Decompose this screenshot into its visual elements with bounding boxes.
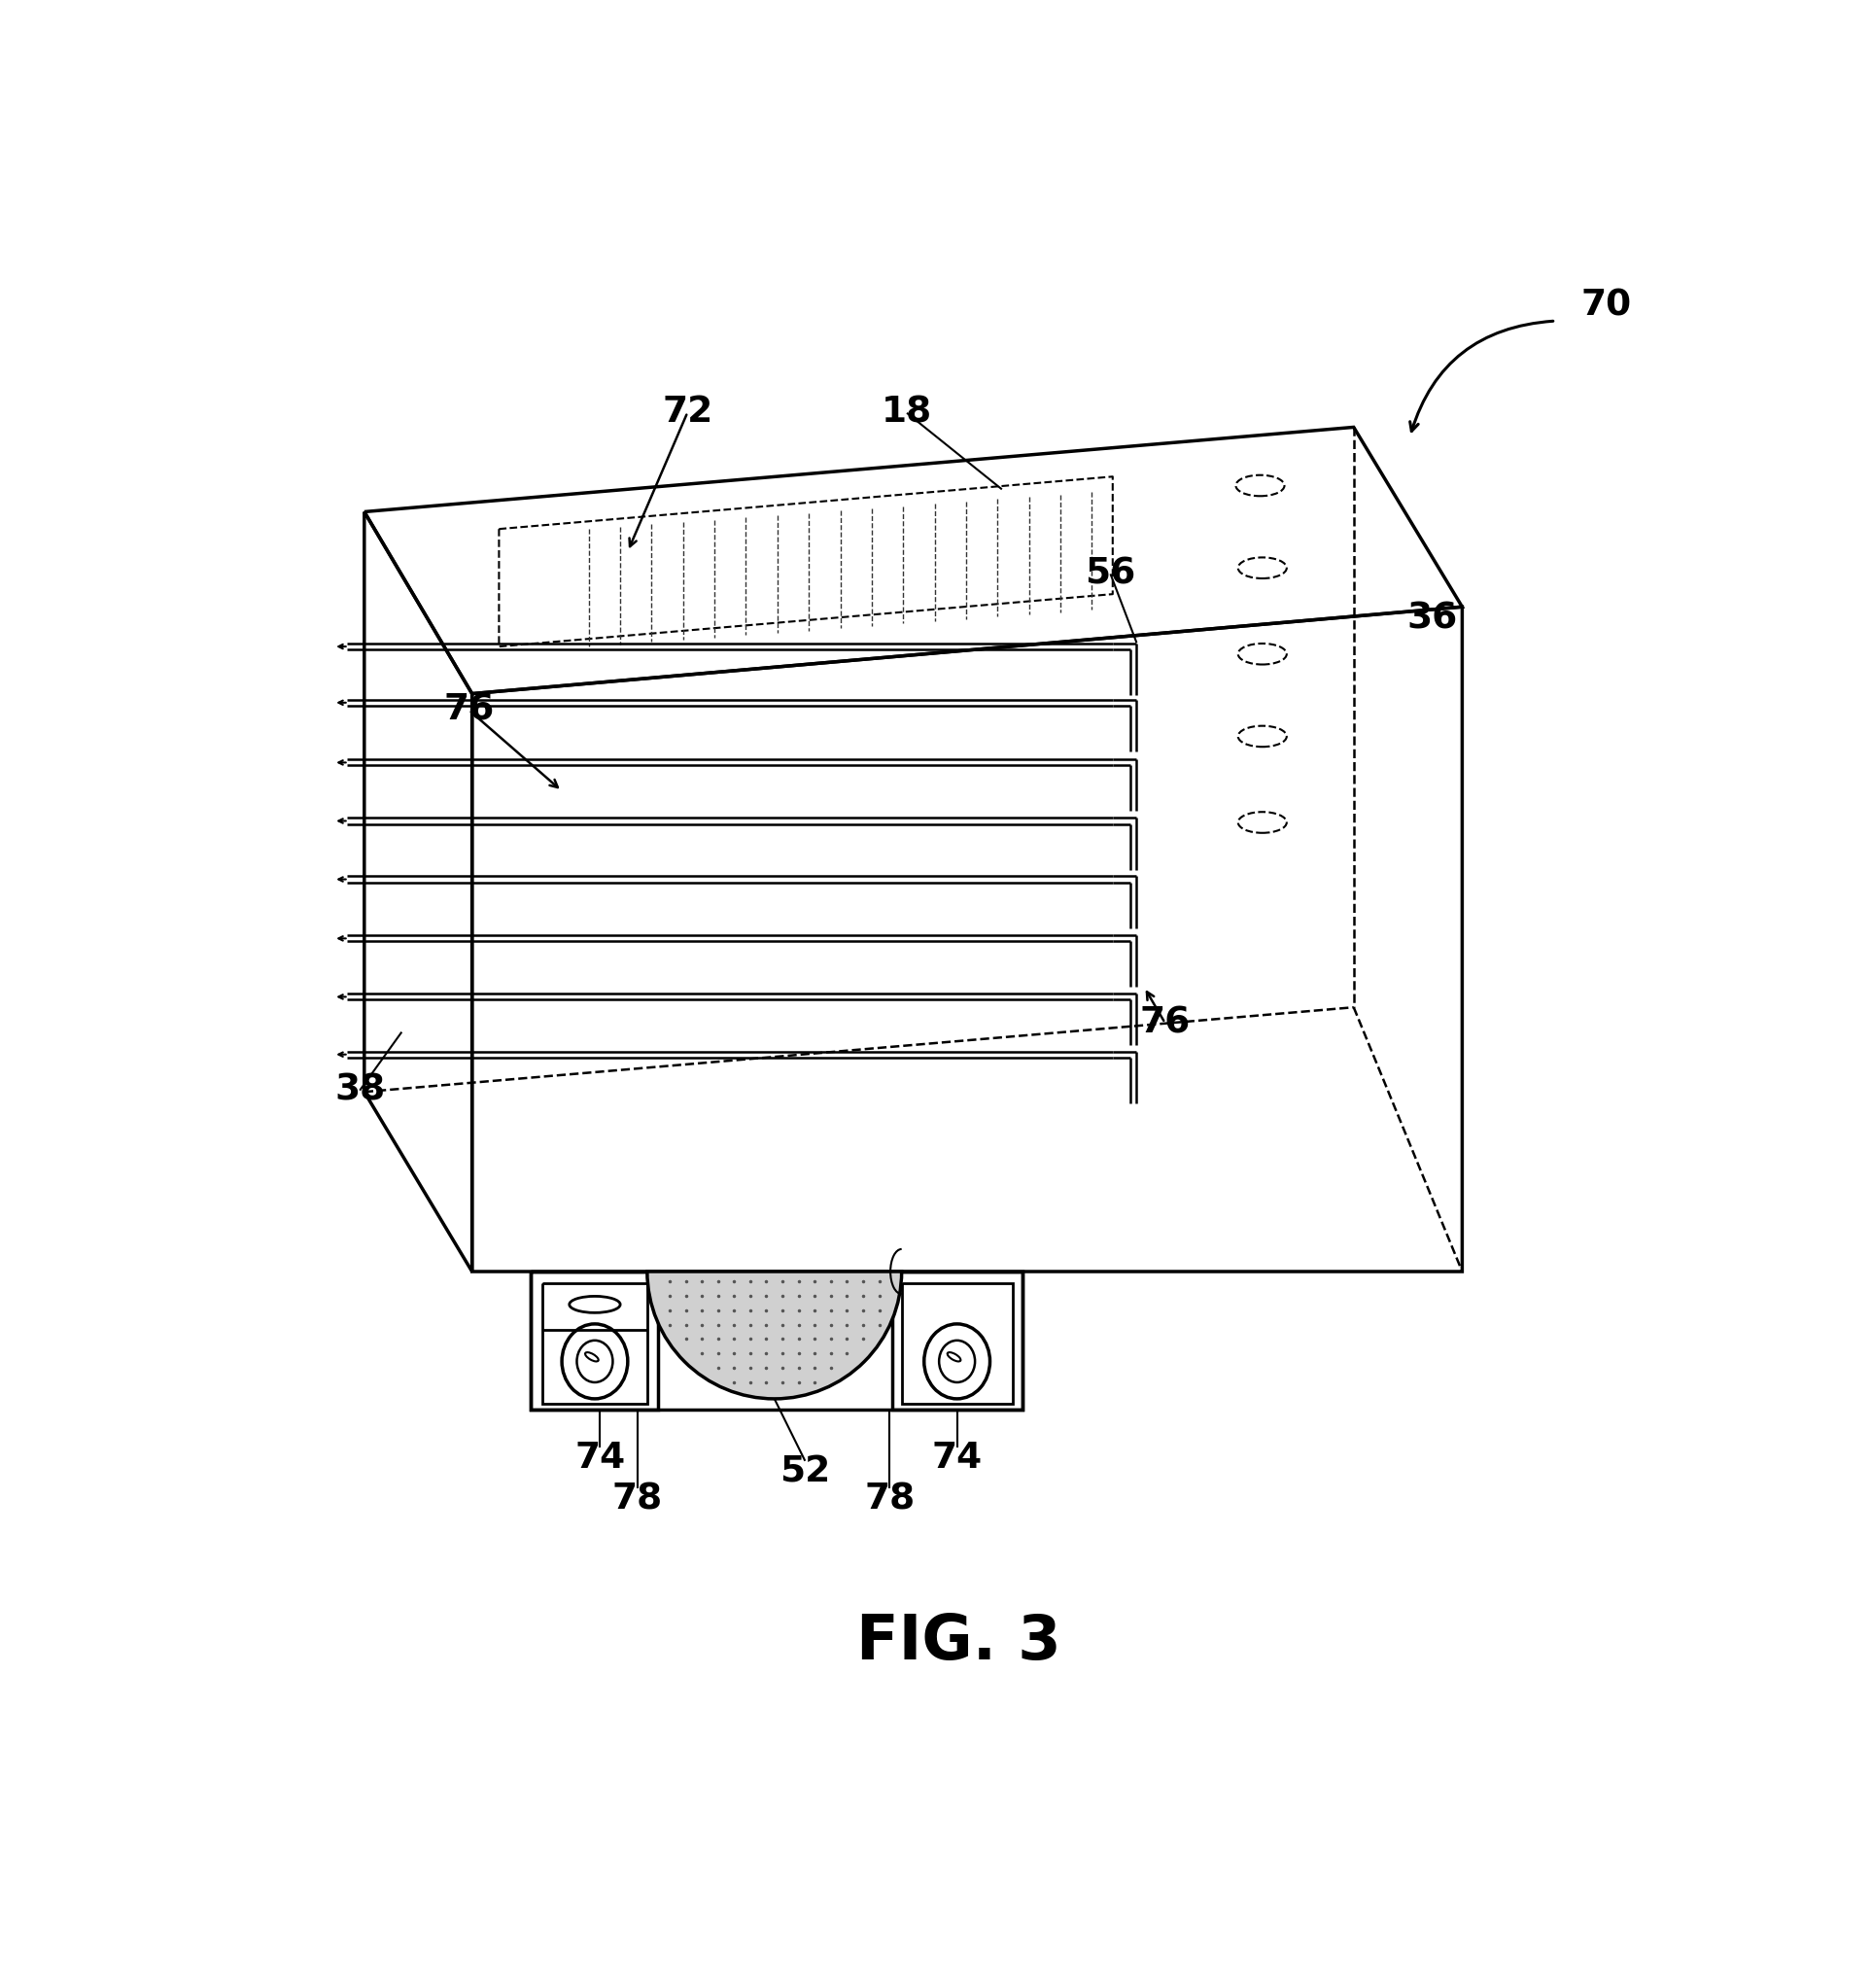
Wedge shape: [647, 1272, 902, 1400]
Text: FIG. 3: FIG. 3: [857, 1612, 1061, 1672]
Text: 72: 72: [662, 396, 713, 429]
Text: 76: 76: [443, 692, 494, 728]
Text: 78: 78: [864, 1483, 915, 1517]
Text: 18: 18: [881, 396, 932, 431]
Text: 36: 36: [1407, 600, 1458, 636]
Text: 38: 38: [335, 1074, 385, 1107]
Text: 74: 74: [932, 1441, 982, 1477]
Text: 52: 52: [780, 1455, 831, 1489]
Text: 56: 56: [1085, 557, 1136, 590]
Text: 74: 74: [574, 1441, 625, 1477]
Text: 70: 70: [1581, 288, 1632, 324]
Text: 78: 78: [612, 1483, 662, 1517]
Text: 76: 76: [1139, 1006, 1190, 1040]
